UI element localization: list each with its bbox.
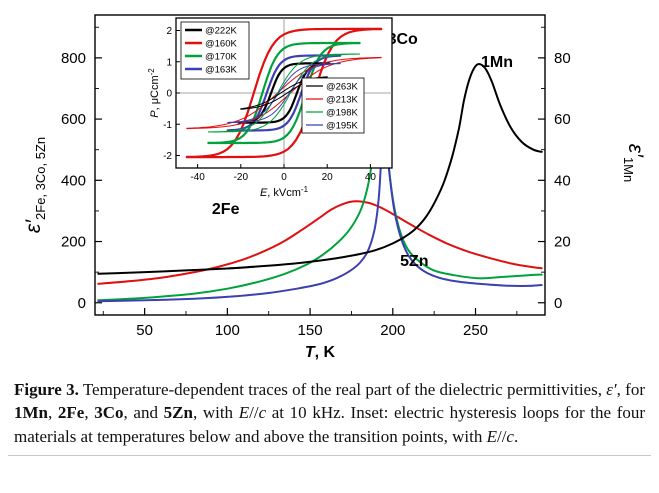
- inset-x-tick-label: -20: [234, 172, 249, 183]
- caption-segment: c: [506, 426, 514, 446]
- caption-segment: ,: [84, 403, 95, 423]
- right-tick-label: 0: [554, 295, 562, 312]
- hysteresis-loop-thin-@263K: [240, 76, 328, 110]
- inset-legend-above-transition-box: [301, 77, 365, 134]
- right-tick-label: 40: [554, 172, 571, 189]
- right-tick-label: 60: [554, 111, 571, 128]
- hysteresis-loop-thin-@213K: [186, 56, 382, 130]
- caption-segment: 5Zn: [163, 403, 193, 423]
- caption-segment: //: [496, 426, 507, 446]
- page-divider-line: [8, 455, 651, 457]
- left-axis-title-symbol: ε′: [22, 219, 45, 233]
- inset-legend-below-transition-label-@163K: @163K: [205, 65, 237, 76]
- figure3-chart: 50 100 150 200 25002004006008000204060802Fe3…: [22, 14, 647, 361]
- left-tick-label: 800: [61, 50, 86, 67]
- series-line-1Mn: [97, 63, 543, 275]
- inset-y-tick-label: -1: [163, 120, 172, 131]
- hysteresis-loop-thin-@195K: [227, 62, 341, 124]
- left-tick-label: 400: [61, 172, 86, 189]
- caption-segment: E: [486, 426, 497, 446]
- left-axis-title: ε′2Fe, 3Co, 5Zn: [22, 137, 48, 233]
- caption-segment: , and: [123, 403, 164, 423]
- series-line-2Fe: [97, 200, 543, 285]
- caption-segment: 3Co: [94, 403, 124, 423]
- right-axis-title-symbol: ε′: [624, 144, 647, 158]
- inset-legend-below-transition-label-@160K: @160K: [205, 39, 237, 50]
- inset-legend-below-transition-label-@170K: @170K: [205, 52, 237, 63]
- inset-legend-above-transition-label-@213K: @213K: [326, 95, 358, 106]
- x-tick-label: 250: [463, 322, 488, 339]
- left-tick-label: 200: [61, 234, 86, 251]
- caption-segment: ,: [48, 403, 58, 423]
- inset-y-tick-label: 2: [166, 26, 172, 37]
- left-tick-label: 0: [78, 295, 86, 312]
- inset-y-title-superscript: -2: [147, 68, 156, 76]
- right-axis-title: ε′1Mn: [621, 144, 647, 182]
- series-label-2Fe: 2Fe: [212, 201, 240, 218]
- caption-segment: .: [513, 426, 519, 446]
- inset-y-axis-title: P, μCcm-2: [147, 68, 161, 118]
- x-tick-label: 50: [136, 322, 153, 339]
- caption-segment: E: [238, 403, 250, 423]
- hysteresis-loop-thin-@198K: [207, 53, 361, 133]
- inset-y-tick-label: 0: [166, 89, 172, 100]
- series-label-1Mn: 1Mn: [481, 54, 513, 71]
- inset-y-title-rest: , μCcm: [149, 75, 161, 110]
- caption-segment: 1Mn: [14, 403, 48, 423]
- right-tick-label: 20: [554, 234, 571, 251]
- hysteresis-loop-@163K: [226, 54, 342, 132]
- inset-legend-above-transition-label-@195K: @195K: [326, 121, 358, 132]
- inset-legend-above-transition-label-@263K: @263K: [326, 82, 358, 93]
- inset-y-title-symbol: P: [149, 110, 161, 118]
- inset-x-title-symbol: E: [260, 187, 268, 199]
- caption-segment: , for: [616, 380, 645, 399]
- caption-segment: ε′: [606, 380, 617, 399]
- inset-y-tick-label: -2: [163, 151, 172, 162]
- right-tick-label: 80: [554, 50, 571, 67]
- inset-chart: -40 -20 0 20 40 -2 -1 0 1 2 @222K @160K @170K @163K @2…: [147, 17, 393, 199]
- inset-x-title-rest: , kVcm: [267, 187, 301, 199]
- x-tick-label: 200: [380, 322, 405, 339]
- inset-legend-above-transition-label-@198K: @198K: [326, 108, 358, 119]
- inset-x-tick-label: -40: [190, 172, 205, 183]
- caption-segment: c: [258, 403, 267, 423]
- caption-segment: 2Fe: [57, 403, 85, 423]
- left-axis-title-subscript: 2Fe, 3Co, 5Zn: [33, 137, 48, 220]
- x-axis-title-symbol: T: [305, 344, 316, 361]
- x-tick-label: 100: [215, 322, 240, 339]
- axis-ticks: [95, 26, 545, 315]
- figure3-caption: Figure 3. Temperature-dependent traces o…: [14, 378, 645, 448]
- x-tick-label: 150: [298, 322, 323, 339]
- caption-segment: Temperature-dependent traces of the real…: [78, 380, 607, 399]
- inset-x-tick-label: 40: [365, 172, 377, 183]
- inset-x-tick-label: 0: [281, 172, 287, 183]
- right-axis-title-subscript: 1Mn: [621, 157, 636, 182]
- inset-x-title-superscript: -1: [301, 185, 309, 194]
- caption-segment: at 10 kHz. Inset: electric hysteresis lo…: [14, 403, 646, 446]
- series-label-3Co: 3Co: [388, 31, 418, 48]
- left-tick-label: 600: [61, 111, 86, 128]
- caption-segment: Figure 3.: [14, 380, 79, 399]
- inset-y-tick-label: 1: [166, 57, 172, 68]
- x-axis-title: T, K: [305, 344, 336, 361]
- inset-x-axis-title: E, kVcm-1: [260, 185, 309, 199]
- x-axis-title-rest: , K: [315, 344, 336, 361]
- caption-segment: //: [249, 403, 259, 423]
- series-label-5Zn: 5Zn: [400, 253, 428, 270]
- caption-segment: , with: [192, 403, 239, 423]
- inset-x-tick-label: 20: [322, 172, 334, 183]
- inset-legend-below-transition-label-@222K: @222K: [205, 26, 237, 37]
